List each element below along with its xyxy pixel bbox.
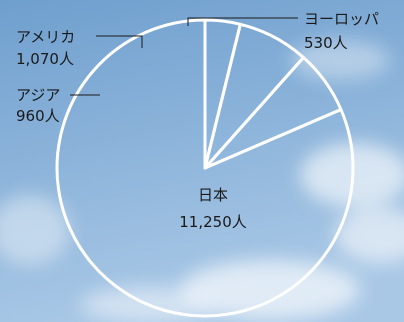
slice-label-name-4: ヨーロッパ <box>304 10 379 28</box>
pie-labels: 日本 11,250人 アジア 960人 アメリカ 1,070人 ヨーロッパ 530人 <box>16 10 379 231</box>
slice-label-name-2: アジア <box>16 86 60 104</box>
slice-label-value-1: 11,250人 <box>179 213 247 231</box>
cloud <box>0 195 70 265</box>
pie-slices <box>55 18 355 318</box>
leader-lines <box>70 17 298 96</box>
slice-label-value-4: 530人 <box>304 34 348 52</box>
slice-label-value-3: 1,070人 <box>16 50 74 68</box>
cloud <box>335 207 404 263</box>
slice-label-name-3: アメリカ <box>16 28 75 46</box>
leader-line-3 <box>96 35 143 48</box>
leader-line-4 <box>187 17 298 26</box>
slice-label-value-2: 960人 <box>16 107 60 125</box>
pie-slice-4 <box>203 18 242 170</box>
slice-label-name-1: 日本 <box>198 186 228 204</box>
pie-slice-1 <box>55 18 355 318</box>
cloud <box>180 260 360 320</box>
